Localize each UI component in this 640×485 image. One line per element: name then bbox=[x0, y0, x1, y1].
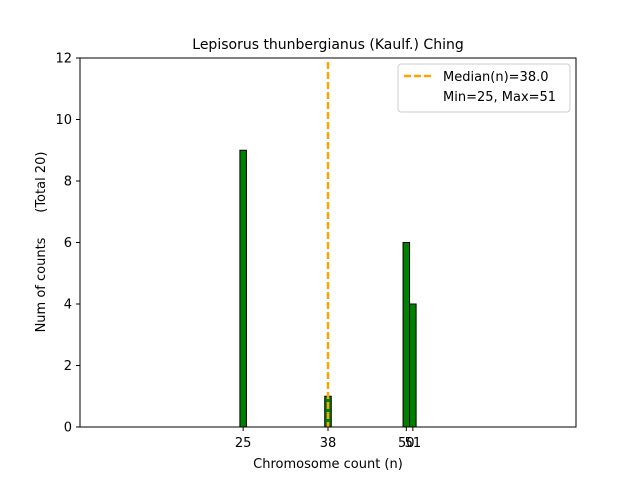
legend-entry-min-max: Min=25, Max=51 bbox=[443, 90, 556, 105]
y-tick-label: 6 bbox=[64, 236, 72, 251]
bars-group bbox=[80, 149, 433, 428]
legend: Median(n)=38.0 Min=25, Max=51 bbox=[397, 63, 571, 113]
y-tick-label: 2 bbox=[64, 359, 72, 374]
chart-title: Lepisorus thunbergianus (Kaulf.) Ching bbox=[192, 37, 463, 53]
y-tick-label: 12 bbox=[55, 52, 72, 67]
y-tick-label: 4 bbox=[64, 298, 72, 313]
x-tick-label: 51 bbox=[405, 436, 422, 451]
bar-51 bbox=[409, 303, 417, 428]
y-tick-label: 10 bbox=[55, 113, 72, 128]
y-axis-label: Num of counts (Total 20) bbox=[34, 152, 49, 333]
legend-entry-median: Median(n)=38.0 bbox=[443, 70, 549, 85]
x-tick-label: 50 bbox=[398, 436, 415, 451]
x-tick-label: 38 bbox=[320, 436, 337, 451]
legend-box bbox=[397, 63, 571, 113]
y-tick-label: 0 bbox=[64, 421, 72, 436]
bar-50 bbox=[402, 242, 411, 428]
x-axis-label: Chromosome count (n) bbox=[253, 457, 403, 472]
bar-25 bbox=[239, 149, 247, 428]
y-axis: 0 2 4 6 8 10 12 bbox=[55, 52, 80, 436]
y-tick-label: 8 bbox=[64, 175, 72, 190]
x-tick-label: 25 bbox=[235, 436, 252, 451]
